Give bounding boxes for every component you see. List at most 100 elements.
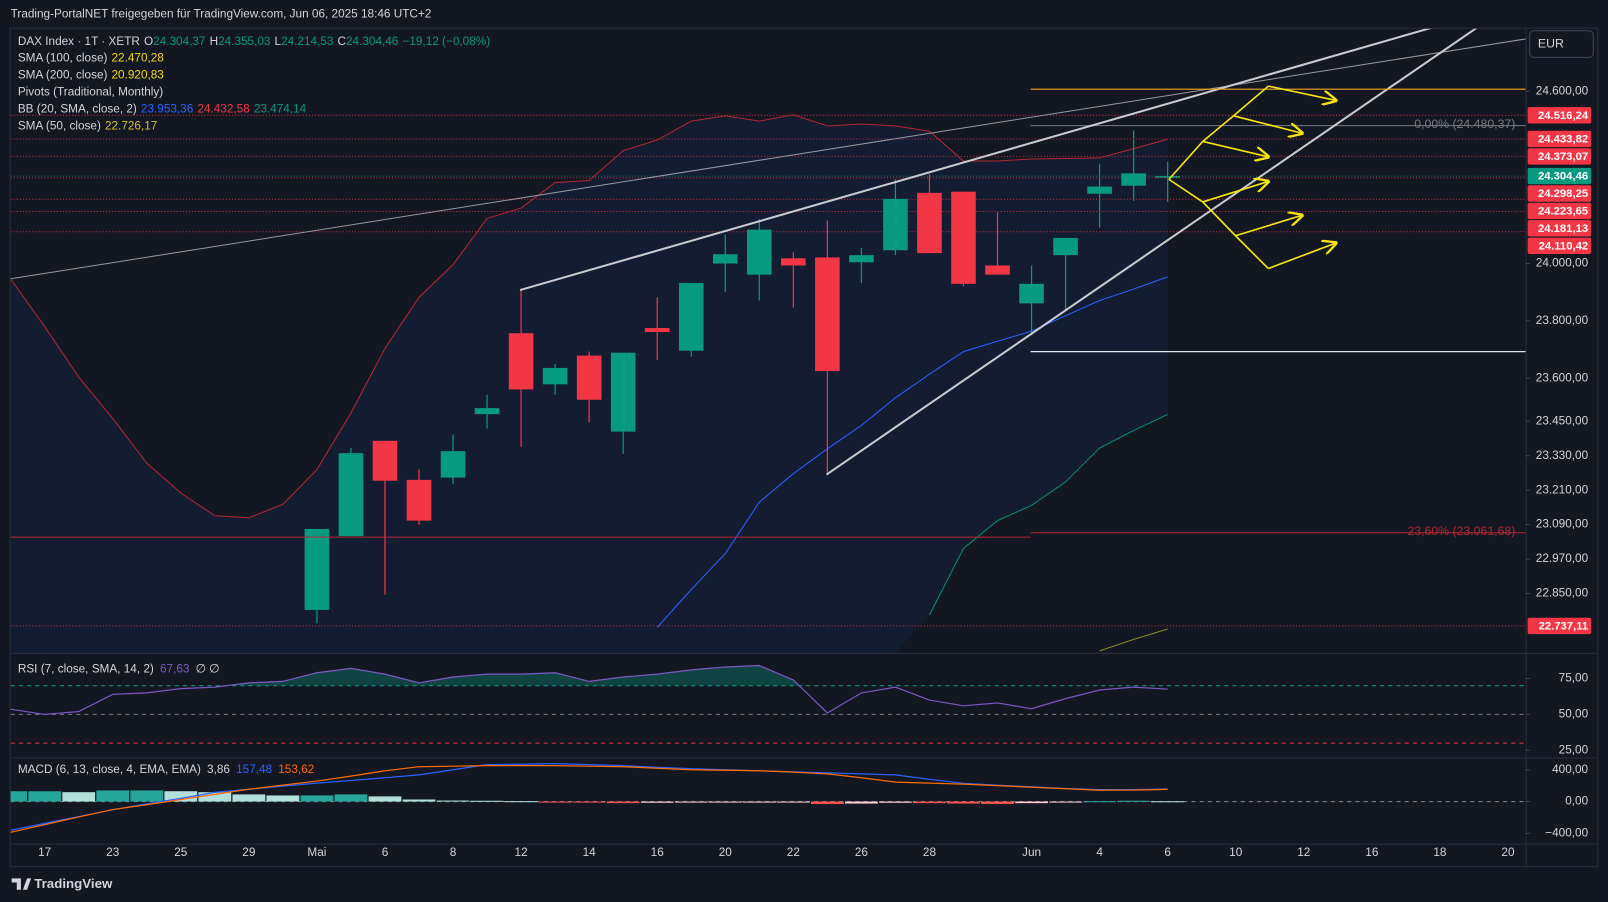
legend-value: 23.474,14: [254, 103, 307, 116]
legend-label: MACD (6, 13, close, 4, EMA, EMA): [18, 763, 201, 776]
drawings: [10, 28, 1526, 538]
histogram-bar: [334, 794, 368, 802]
histogram-bar: [1117, 800, 1151, 802]
candle-body: [440, 451, 466, 478]
arrow-path: [1168, 178, 1269, 270]
candle-body: [474, 408, 500, 415]
x-tick-label: 12: [515, 846, 528, 859]
histogram-bar: [1151, 801, 1185, 803]
y-tick-label: −400,00: [1545, 826, 1588, 839]
arrow: [1235, 215, 1303, 237]
price-tag-label: 24.223,65: [1538, 205, 1588, 217]
indicator-line: [1099, 628, 1168, 652]
histogram-bar: [232, 794, 266, 802]
price-tag-label: 24.516,24: [1538, 110, 1589, 122]
brand-logo: [11, 878, 32, 890]
ohlc-key: H: [210, 35, 219, 48]
histogram-bar: [402, 799, 436, 802]
price-tag-label: 24.373,07: [1538, 151, 1588, 163]
histogram-bar: [845, 801, 878, 804]
x-tick-label: 29: [242, 846, 255, 859]
fib-label: 0,00% (24.480,37): [1414, 117, 1515, 131]
x-tick-label: 16: [1365, 846, 1379, 859]
histogram-bar: [981, 801, 1014, 804]
candle-body: [372, 440, 398, 481]
candle-body: [815, 257, 840, 372]
back-layer: [10, 114, 1526, 653]
legend-label: SMA (50, close): [18, 120, 101, 133]
y-tick-label: 24.000,00: [1536, 257, 1589, 270]
x-tick-label: 6: [1164, 846, 1171, 859]
x-tick-label: 25: [174, 846, 188, 859]
plot-area: [10, 28, 1526, 843]
candle-body: [304, 528, 330, 610]
rsi-line: [10, 664, 1168, 716]
candle-body: [747, 229, 772, 275]
x-tick-label: 22: [787, 846, 800, 859]
arrow: [1268, 85, 1336, 100]
ohlc-value: 24.304,46: [346, 35, 399, 48]
histogram-bar: [28, 791, 62, 802]
legend-row: SMA (50, close) 22.726,17: [18, 120, 157, 133]
candle-body: [781, 258, 806, 266]
histogram-bar: [708, 801, 742, 803]
candle-body: [1087, 186, 1112, 194]
indicator-line: [10, 114, 1168, 519]
histogram-bar: [436, 800, 470, 802]
symbol: DAX Index · 1T · XETR: [18, 35, 140, 48]
macd-line: [10, 763, 1168, 831]
ohlc-key: O: [144, 35, 153, 48]
candle-body: [849, 255, 874, 263]
histogram-bar: [266, 795, 300, 802]
histogram-bar: [606, 801, 640, 804]
macd-line: [10, 765, 1168, 833]
candle-body: [542, 367, 568, 385]
histogram-bar: [198, 792, 232, 802]
arrow: [1233, 115, 1302, 133]
x-tick-label: 10: [1229, 846, 1243, 859]
price-pane: [10, 114, 1526, 653]
histogram-bar: [368, 796, 402, 802]
ohlc-key: L: [275, 35, 282, 48]
source-line: Trading-PortalNET freigegeben für Tradin…: [11, 7, 432, 20]
price-tag-label: 22.737,11: [1539, 620, 1589, 632]
histogram-bar: [913, 801, 946, 804]
price-tag-label: 24.304,46: [1538, 171, 1588, 183]
histogram-bar: [640, 801, 674, 803]
histogram-bar: [879, 801, 912, 803]
histogram-bar: [470, 800, 504, 802]
candle-body: [985, 265, 1010, 275]
x-tick-label: 23: [106, 846, 120, 859]
candle-body: [508, 333, 534, 390]
y-tick-label: 23.450,00: [1536, 414, 1589, 427]
x-tick-label: 26: [855, 846, 869, 859]
currency-button[interactable]: [1529, 30, 1594, 58]
histogram-bar: [742, 801, 776, 803]
x-tick-label: 12: [1297, 846, 1310, 859]
histogram-bar: [96, 790, 130, 802]
x-tick-label: 28: [923, 846, 937, 859]
y-tick-label: 75,00: [1559, 672, 1589, 685]
indicator-line: [929, 413, 1168, 616]
price-tag: [1527, 617, 1592, 635]
ohlc-value: 24.304,37: [153, 35, 205, 48]
candle-body: [883, 198, 908, 251]
legend-label: SMA (200, close): [18, 69, 108, 82]
y-tick-label: 23.600,00: [1536, 371, 1589, 384]
candle-body: [712, 254, 738, 264]
candle-body: [1155, 176, 1180, 178]
candle-body: [917, 192, 942, 254]
trendline: [10, 38, 1526, 280]
candle-body: [338, 453, 364, 537]
x-tick-label: 6: [382, 846, 389, 859]
change: −19,12 (−0,08%): [402, 35, 490, 48]
x-tick-label: 20: [719, 846, 733, 859]
arrow: [1202, 140, 1269, 156]
trendline: [519, 28, 1432, 292]
ohlc-value: 24.214,53: [281, 35, 334, 48]
x-tick-label: 14: [583, 846, 597, 859]
legend-extra: ∅ ∅: [196, 662, 220, 675]
ohlc-value: 24.355,03: [218, 35, 271, 48]
